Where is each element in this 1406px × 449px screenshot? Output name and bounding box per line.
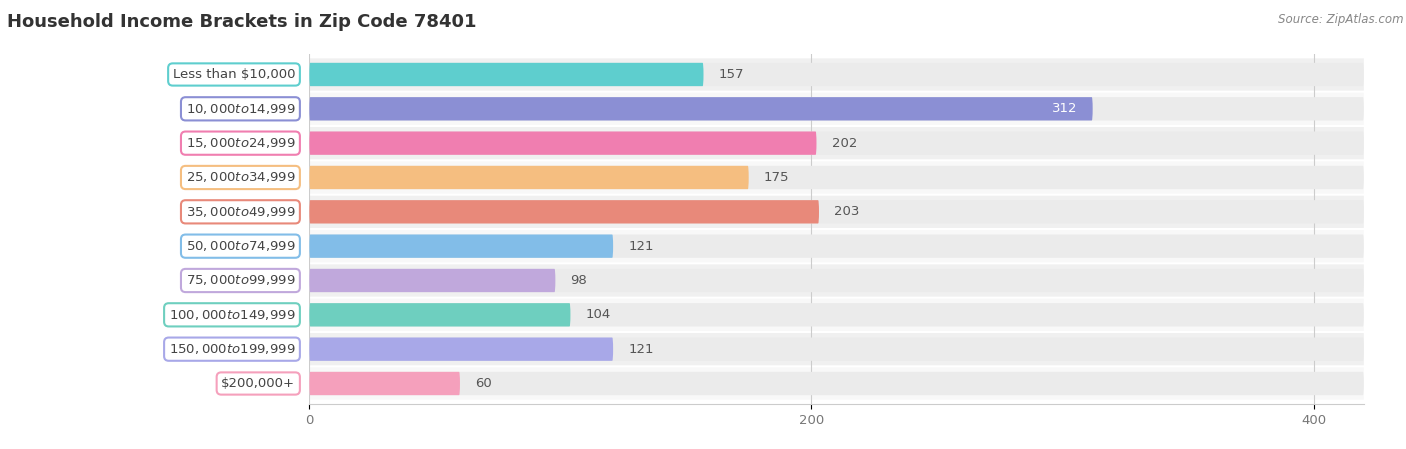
Text: $75,000 to $99,999: $75,000 to $99,999 [186,273,295,287]
FancyBboxPatch shape [309,166,1364,189]
FancyBboxPatch shape [309,299,1364,331]
Text: 121: 121 [628,343,654,356]
Text: $50,000 to $74,999: $50,000 to $74,999 [186,239,295,253]
FancyBboxPatch shape [309,200,1364,224]
Text: 312: 312 [1052,102,1077,115]
Text: $10,000 to $14,999: $10,000 to $14,999 [186,102,295,116]
FancyBboxPatch shape [309,166,749,189]
Text: 121: 121 [628,240,654,253]
FancyBboxPatch shape [309,97,1364,120]
FancyBboxPatch shape [309,230,1364,262]
Text: $25,000 to $34,999: $25,000 to $34,999 [186,171,295,185]
FancyBboxPatch shape [309,58,1364,91]
Text: $150,000 to $199,999: $150,000 to $199,999 [169,342,295,356]
FancyBboxPatch shape [309,303,571,326]
FancyBboxPatch shape [309,338,1364,361]
FancyBboxPatch shape [309,367,1364,400]
FancyBboxPatch shape [309,92,1364,125]
Text: $100,000 to $149,999: $100,000 to $149,999 [169,308,295,322]
FancyBboxPatch shape [309,372,1364,395]
FancyBboxPatch shape [309,264,1364,297]
Text: 60: 60 [475,377,492,390]
Text: 98: 98 [571,274,588,287]
FancyBboxPatch shape [309,127,1364,159]
FancyBboxPatch shape [309,161,1364,194]
Text: Household Income Brackets in Zip Code 78401: Household Income Brackets in Zip Code 78… [7,13,477,31]
FancyBboxPatch shape [309,333,1364,365]
FancyBboxPatch shape [309,269,555,292]
Text: $15,000 to $24,999: $15,000 to $24,999 [186,136,295,150]
FancyBboxPatch shape [309,234,1364,258]
Text: 203: 203 [834,205,859,218]
FancyBboxPatch shape [309,63,703,86]
Text: $200,000+: $200,000+ [221,377,295,390]
FancyBboxPatch shape [309,196,1364,228]
FancyBboxPatch shape [309,234,613,258]
FancyBboxPatch shape [309,200,820,224]
FancyBboxPatch shape [309,132,817,155]
Text: 175: 175 [763,171,789,184]
Text: 202: 202 [831,136,856,150]
Text: $35,000 to $49,999: $35,000 to $49,999 [186,205,295,219]
FancyBboxPatch shape [309,269,1364,292]
Text: Source: ZipAtlas.com: Source: ZipAtlas.com [1278,13,1403,26]
FancyBboxPatch shape [309,303,1364,326]
FancyBboxPatch shape [309,338,613,361]
FancyBboxPatch shape [309,63,1364,86]
Text: 157: 157 [718,68,744,81]
FancyBboxPatch shape [309,372,460,395]
FancyBboxPatch shape [309,132,1364,155]
Text: Less than $10,000: Less than $10,000 [173,68,295,81]
Text: 104: 104 [585,308,610,321]
FancyBboxPatch shape [309,97,1092,120]
